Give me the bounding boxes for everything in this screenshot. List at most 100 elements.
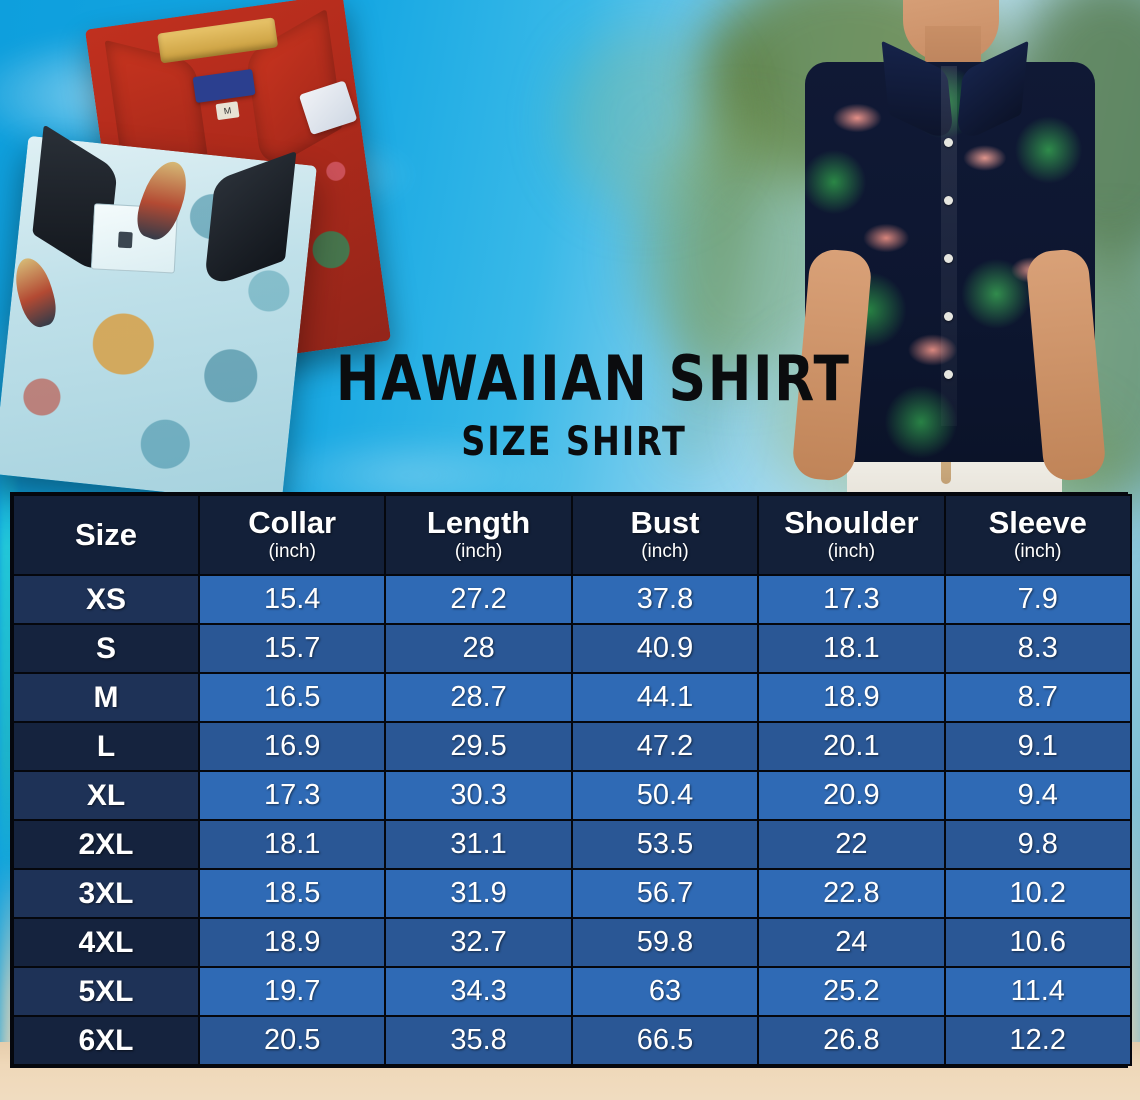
length-cell: 29.5 [384,721,573,772]
bust-cell: 40.9 [570,623,760,674]
bust-cell: 47.2 [570,721,760,772]
header-label: Size [74,517,138,552]
parrot-print-motif [9,253,62,331]
brand-label [192,68,256,104]
collar-cell: 20.5 [197,1015,387,1066]
page-subtitle: SIZE SHIRT [461,419,687,465]
length-cell: 28.7 [384,672,573,723]
length-cell: 32.7 [384,917,573,968]
bust-cell: 37.8 [570,574,760,625]
shoulder-cell: 20.1 [757,721,946,772]
collar-cell: 15.4 [197,574,387,625]
collar-cell: 19.7 [197,966,387,1017]
table-row: S 15.7 28 40.9 18.1 8.3 [12,623,1132,674]
size-cell: XS [12,574,200,625]
table-row: 3XL 18.5 31.9 56.7 22.8 10.2 [12,868,1132,919]
table-row: 5XL 19.7 34.3 63 25.2 11.4 [12,966,1132,1017]
size-cell: XL [12,770,200,821]
shirt-button [944,138,953,147]
collar-cell: 15.7 [197,623,387,674]
length-cell: 34.3 [384,966,573,1017]
table-row: 6XL 20.5 35.8 66.5 26.8 12.2 [12,1015,1132,1066]
shoulder-cell: 18.9 [757,672,946,723]
collar-cell: 16.9 [197,721,387,772]
bust-cell: 44.1 [570,672,760,723]
shoulder-cell: 26.8 [757,1015,946,1066]
table-row: M 16.5 28.7 44.1 18.9 8.7 [12,672,1132,723]
page-title: HAWAIIAN SHIRT [335,342,851,415]
shirt-button [944,312,953,321]
table-row: XS 15.4 27.2 37.8 17.3 7.9 [12,574,1132,625]
table-body: XS 15.4 27.2 37.8 17.3 7.9 S 15.7 28 40.9 18.1 8.3 M… [12,574,1132,1066]
collar-cell: 16.5 [197,672,387,723]
sleeve-cell: 9.8 [943,819,1132,870]
column-header-collar: Collar (inch) [197,494,387,576]
sleeve-cell: 8.7 [943,672,1132,723]
size-cell: 4XL [12,917,200,968]
header-label: Shoulder [784,505,919,541]
column-header-size: Size [12,494,200,576]
length-cell: 31.1 [384,819,573,870]
bust-cell: 53.5 [570,819,760,870]
size-cell: L [12,721,200,772]
size-chart-table: Size Collar (inch) Length (inch) Bust (i… [10,492,1132,1068]
table-row: L 16.9 29.5 47.2 20.1 9.1 [12,721,1132,772]
sleeve-cell: 8.3 [943,623,1132,674]
size-table: Size Collar (inch) Length (inch) Bust (i… [12,494,1132,1066]
bust-cell: 59.8 [570,917,760,968]
length-cell: 30.3 [384,770,573,821]
shirt-button [944,254,953,263]
length-cell: 27.2 [384,574,573,625]
bust-cell: 50.4 [570,770,760,821]
shirt-button [944,370,953,379]
column-header-bust: Bust (inch) [570,494,760,576]
sleeve-cell: 7.9 [943,574,1132,625]
table-row: 4XL 18.9 32.7 59.8 24 10.6 [12,917,1132,968]
table-row: 2XL 18.1 31.1 53.5 22 9.8 [12,819,1132,870]
column-header-sleeve: Sleeve (inch) [943,494,1132,576]
blue-hawaiian-shirt [0,124,317,505]
sleeve-cell: 10.2 [943,868,1132,919]
table-header: Size Collar (inch) Length (inch) Bust (i… [12,494,1132,576]
teal-edge-accent [0,460,16,890]
sleeve-cell: 11.4 [943,966,1132,1017]
size-cell: M [12,672,200,723]
table-row: XL 17.3 30.3 50.4 20.9 9.4 [12,770,1132,821]
title-block: HAWAIIAN SHIRT SIZE SHIRT [318,342,851,465]
shoulder-cell: 18.1 [757,623,946,674]
collar-right [203,150,297,290]
header-label: Collar [248,505,337,541]
sleeve-cell: 9.4 [943,770,1132,821]
shoulder-cell: 25.2 [757,966,946,1017]
shirt-placket [941,66,957,426]
shoulder-cell: 22.8 [757,868,946,919]
header-label: Sleeve [988,505,1087,541]
collar-cell: 18.9 [197,917,387,968]
sleeve-cell: 10.6 [943,917,1132,968]
size-cell: S [12,623,200,674]
header-unit: (inch) [268,540,316,562]
column-header-shoulder: Shoulder (inch) [757,494,946,576]
shirt-button [944,196,953,205]
shoulder-cell: 22 [757,819,946,870]
column-header-length: Length (inch) [384,494,573,576]
header-row: Size Collar (inch) Length (inch) Bust (i… [12,494,1132,576]
shoulder-cell: 17.3 [757,574,946,625]
length-cell: 28 [384,623,573,674]
shoulder-cell: 24 [757,917,946,968]
size-cell: 3XL [12,868,200,919]
model-wearing-hawaiian-shirt-photo [735,0,1140,500]
length-cell: 35.8 [384,1015,573,1066]
bust-cell: 66.5 [570,1015,760,1066]
collar-cell: 17.3 [197,770,387,821]
sleeve-cell: 12.2 [943,1015,1132,1066]
bust-cell: 63 [570,966,760,1017]
collar-cell: 18.1 [197,819,387,870]
header-unit: (inch) [641,540,689,562]
bust-cell: 56.7 [570,868,760,919]
size-cell: 5XL [12,966,200,1017]
size-cell: 2XL [12,819,200,870]
header-unit: (inch) [827,540,876,562]
header-unit: (inch) [1014,540,1062,562]
size-label: M [215,101,240,121]
